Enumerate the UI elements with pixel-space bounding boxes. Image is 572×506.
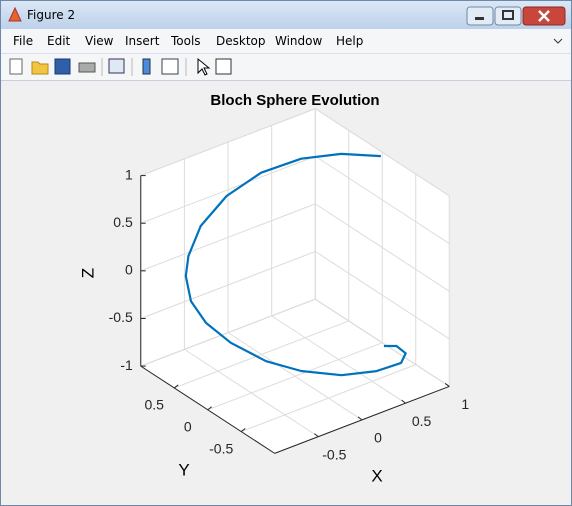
maximize-glyph [502,10,514,20]
menu-item[interactable]: Help [336,34,364,48]
property-icon[interactable] [215,58,232,75]
grid-line [174,320,349,389]
legend-icon[interactable] [161,58,179,75]
print-icon[interactable] [78,62,96,73]
link-icon[interactable] [108,58,125,74]
maximize-button[interactable] [494,6,522,26]
menu-overflow[interactable] [553,36,563,46]
y-tick-label: 0.5 [145,397,165,413]
data-line [184,152,407,377]
z-axis-label: Z [78,268,97,278]
new-icon[interactable] [9,58,23,75]
x-tick-label: 0 [374,430,382,446]
x-tick-label: 0.5 [412,413,432,429]
x-tick [357,416,363,421]
y-tick [240,428,246,432]
x-tick [401,399,406,404]
x-tick-label: 1 [461,396,469,412]
chart-title: Bloch Sphere Evolution [210,92,379,109]
app-icon [8,6,22,22]
toolbar [1,54,571,81]
title-bar-art [8,6,566,26]
y-tick-label: 0 [184,418,192,434]
menu-item[interactable]: Window [275,34,323,48]
menu-item[interactable]: Insert [125,34,160,48]
toolbar-icons [9,57,232,76]
x-axis-label: X [371,466,382,485]
x-tick [314,433,319,438]
window-title: Figure 2 [27,8,76,22]
z-tick-label: -0.5 [109,309,133,325]
menu-bar: File Edit View Insert Tools Desktop Wind… [1,29,571,54]
open-icon[interactable] [31,61,49,75]
minimize-glyph [475,17,484,20]
y-tick-label: -0.5 [209,440,233,456]
grid-line [207,342,383,411]
pointer-icon[interactable] [197,57,211,76]
grid-line [241,364,416,433]
z-tick-label: 1 [125,166,133,182]
z-tick-label: 0 [125,262,133,278]
menu-item[interactable]: Tools [171,34,201,48]
x-tick-label: -0.5 [322,446,346,462]
colorbar-icon[interactable] [142,58,151,75]
menu-item[interactable]: Desktop [216,34,266,48]
x-tick [444,383,450,387]
z-tick-label: -1 [120,357,133,373]
minimize-button[interactable] [466,6,494,26]
menu-item[interactable]: File [13,34,34,48]
y-tick [173,384,179,389]
menu-item[interactable]: Edit [47,34,71,48]
z-tick-label: 0.5 [113,214,133,230]
close-glyph [538,10,550,22]
title-bar: Figure 2 [1,1,571,29]
menu-item[interactable]: View [85,34,114,48]
save-icon[interactable] [54,58,71,75]
y-axis-label: Y [178,460,189,479]
y-tick [207,406,213,411]
y-axis-line [140,365,275,454]
